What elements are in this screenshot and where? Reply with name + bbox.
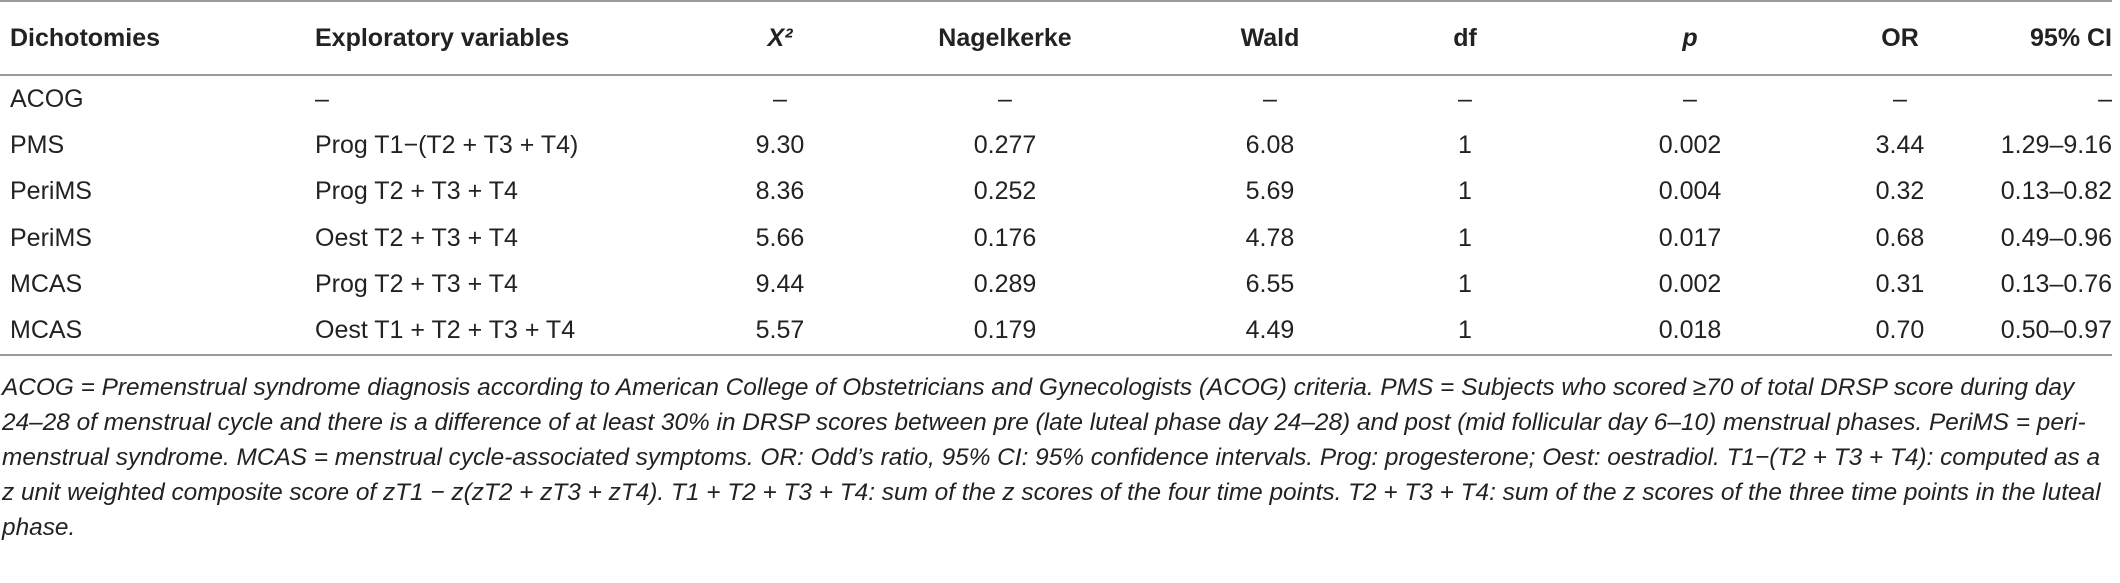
table-cell: 0.49–0.96 [2000,223,2112,252]
table-cell: Prog T2 + T3 + T4 [315,177,518,206]
table-cell: 0.002 [1658,269,1722,298]
table-cell: 0.004 [1658,177,1722,206]
table-row: MCAS Prog T2 + T3 + T4 9.44 0.289 6.55 1 0.002… [0,261,2112,307]
table-cell: 8.36 [755,177,805,206]
table-cell: 0.176 [973,223,1037,252]
table-cell: PeriMS [10,177,92,206]
table-cell: 9.44 [755,269,805,298]
table-cell: 0.13–0.82 [2000,177,2112,206]
table-cell: 0.13–0.76 [2000,269,2112,298]
table-cell: 3.44 [1875,130,1925,159]
table-cell: 6.08 [1245,130,1295,159]
table-cell: – [315,84,329,113]
table-cell: 0.70 [1875,316,1925,345]
table-row: PMS Prog T1−(T2 + T3 + T4) 9.30 0.277 6.08 1 0… [0,122,2112,168]
table-cell: 0.32 [1875,177,1925,206]
table-cell: – [1683,84,1697,113]
table-cell: 9.30 [755,130,805,159]
table-body: ACOG – – – – – – – – PMS Prog T1−(T2 + T3 + T4) 9.3… [0,75,2112,355]
table-cell: PMS [10,130,65,159]
footnote: ACOG = Premenstrual syndrome diagnosis a… [2,373,2101,541]
table-cell: 0.017 [1658,223,1722,252]
table-cell: Prog T2 + T3 + T4 [315,269,518,298]
table-cell: 5.69 [1245,177,1295,206]
table-cell: 4.78 [1245,223,1295,252]
table-cell: ACOG [10,84,84,113]
header-cell: p [1530,1,1840,76]
table-cell: 1 [1458,177,1472,206]
table-cell: – [998,84,1012,113]
header-cell: Dichotomies [0,1,305,76]
table-cell: 0.018 [1658,316,1722,345]
table-cell: – [2098,84,2112,113]
table-row: PeriMS Prog T2 + T3 + T4 8.36 0.252 5.69 1 0.0… [0,169,2112,215]
table-row: MCAS Oest T1 + T2 + T3 + T4 5.57 0.179 4.49 1… [0,307,2112,354]
table-cell: 0.252 [973,177,1037,206]
header-cell: X² [690,1,860,76]
table-cell: 0.50–0.97 [2000,316,2112,345]
table-cell: 6.55 [1245,269,1295,298]
table-cell: 0.31 [1875,269,1925,298]
table-cell: – [773,84,787,113]
table-cell: 0.277 [973,130,1037,159]
header-cell: Nagelkerke [860,1,1140,76]
table-cell: 0.179 [973,316,1037,345]
table-cell: – [1893,84,1907,113]
table-row: PeriMS Oest T2 + T3 + T4 5.66 0.176 4.78 1 0.0… [0,215,2112,261]
header-cell: Exploratory variables [305,1,690,76]
table-cell: – [1458,84,1472,113]
header-cell: Wald [1140,1,1390,76]
table-cell: MCAS [10,316,83,345]
table-cell: PeriMS [10,223,92,252]
table-cell: 4.49 [1245,316,1295,345]
table-cell: 0.68 [1875,223,1925,252]
table-cell: 1 [1458,130,1472,159]
header-row: Dichotomies Exploratory variables X² Nagelk… [0,1,2112,76]
table-cell: 1.29–9.16 [2000,130,2112,159]
table-cell: 5.57 [755,316,805,345]
table-cell: Oest T2 + T3 + T4 [315,223,518,252]
table-cell: 1 [1458,316,1472,345]
table-cell: MCAS [10,269,83,298]
table-cell: 5.66 [755,223,805,252]
table-row: ACOG – – – – – – – – [0,75,2112,122]
table-cell: Oest T1 + T2 + T3 + T4 [315,316,576,345]
table-cell: 1 [1458,223,1472,252]
table-cell: – [1263,84,1277,113]
table-cell: 0.002 [1658,130,1722,159]
header-cell: 95% CI [1950,1,2112,76]
table-cell: 0.289 [973,269,1037,298]
header-cell: OR [1840,1,1950,76]
header-cell: df [1390,1,1530,76]
results-table: Dichotomies Exploratory variables X² Nagelk… [0,0,2112,356]
table-cell: 1 [1458,269,1472,298]
table-cell: Prog T1−(T2 + T3 + T4) [315,130,579,159]
